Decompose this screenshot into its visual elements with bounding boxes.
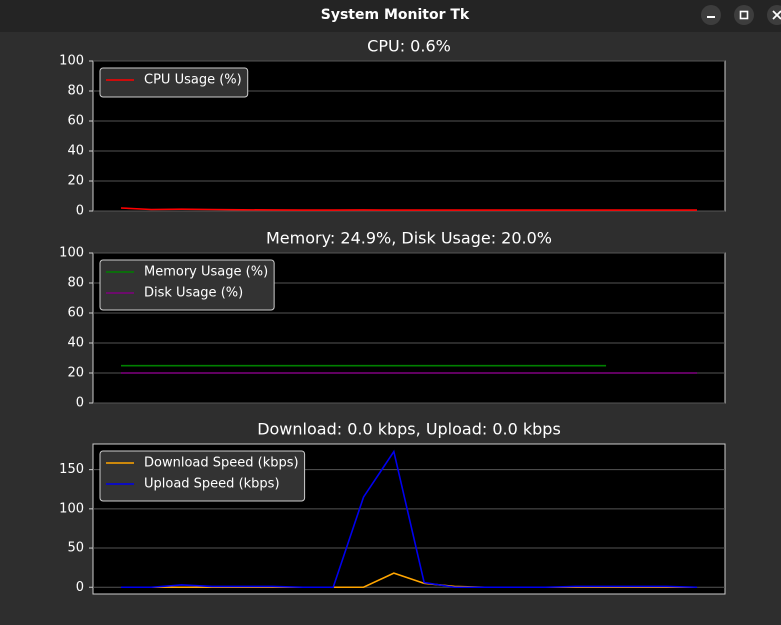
data-line bbox=[120, 207, 697, 211]
y-tick-label: 20 bbox=[67, 366, 84, 381]
chart-title: CPU: 0.6% bbox=[367, 37, 451, 56]
legend-label: Upload Speed (kbps) bbox=[144, 477, 280, 492]
legend: Download Speed (kbps) Upload Speed (kbps) bbox=[99, 450, 306, 502]
maximize-button[interactable] bbox=[734, 5, 754, 25]
legend-box bbox=[99, 67, 249, 98]
y-tick-label: 100 bbox=[59, 54, 84, 69]
y-tick-label: 100 bbox=[59, 246, 84, 261]
y-tick-label: 60 bbox=[67, 114, 84, 129]
data-line bbox=[121, 449, 698, 589]
chart-title: Memory: 24.9%, Disk Usage: 20.0% bbox=[266, 229, 552, 248]
close-button[interactable] bbox=[767, 5, 781, 25]
minimize-button[interactable] bbox=[701, 5, 721, 25]
y-tick-label: 40 bbox=[67, 144, 84, 159]
legend-label: Memory Usage (%) bbox=[144, 265, 268, 280]
y-tick-label: 80 bbox=[67, 276, 84, 291]
window-title: System Monitor Tk bbox=[321, 7, 470, 23]
y-tick-label: 0 bbox=[76, 204, 84, 219]
legend-label: Download Speed (kbps) bbox=[144, 456, 299, 471]
y-tick-label: 40 bbox=[67, 336, 84, 351]
y-tick-label: 60 bbox=[67, 306, 84, 321]
chart-title: Download: 0.0 kbps, Upload: 0.0 kbps bbox=[257, 420, 561, 439]
legend: Memory Usage (%) Disk Usage (%) bbox=[99, 259, 275, 311]
title-bar bbox=[0, 0, 781, 32]
y-tick-label: 150 bbox=[59, 462, 84, 477]
y-tick-label: 80 bbox=[67, 84, 84, 99]
y-tick-label: 0 bbox=[76, 580, 84, 595]
legend-box bbox=[99, 450, 306, 502]
legend-label: Disk Usage (%) bbox=[144, 286, 243, 301]
legend-box bbox=[99, 259, 275, 311]
legend: CPU Usage (%) bbox=[99, 67, 249, 98]
y-tick-label: 50 bbox=[67, 541, 84, 556]
y-tick-label: 0 bbox=[76, 396, 84, 411]
y-tick-label: 100 bbox=[59, 501, 84, 516]
y-tick-label: 20 bbox=[67, 174, 84, 189]
legend-label: CPU Usage (%) bbox=[144, 73, 242, 88]
